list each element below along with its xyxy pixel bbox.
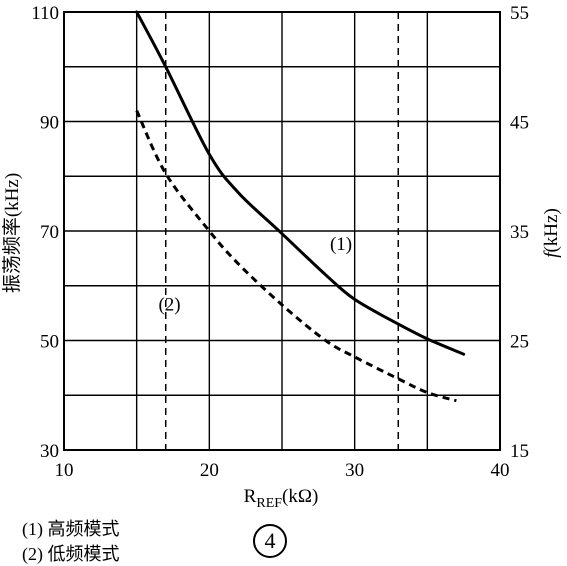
grid-lines xyxy=(63,11,501,451)
y-right-tick-label: 45 xyxy=(510,113,529,134)
right-axis-label-var: f xyxy=(541,250,562,258)
right-axis-label-unit: (kHz) xyxy=(541,208,562,252)
tick-labels: 10 20 30 40 30 50 70 90 110 15 25 35 45 55 xyxy=(31,3,529,481)
x-axis-label-main: R xyxy=(244,486,257,507)
series-curves: (1) (2) xyxy=(135,10,466,403)
x-tick-label: 10 xyxy=(55,460,74,481)
series-line-2 xyxy=(135,109,457,403)
x-tick-label: 30 xyxy=(345,460,364,481)
figure-number-badge: 4 xyxy=(253,524,287,558)
y-left-tick-label: 30 xyxy=(40,441,59,462)
x-axis-label-unit: (kΩ) xyxy=(282,486,318,507)
y-right-tick-label: 25 xyxy=(510,332,529,353)
y-left-tick-label: 70 xyxy=(40,222,59,243)
x-tick-label: 40 xyxy=(491,460,510,481)
y-right-tick-label: 35 xyxy=(510,222,529,243)
series-line-1 xyxy=(135,10,466,356)
left-axis-label: 振荡频率(kHz) xyxy=(1,173,23,293)
y-left-tick-label: 90 xyxy=(40,113,59,134)
x-axis-label-sub: REF xyxy=(256,496,282,511)
left-axis-title: 振荡频率(kHz) xyxy=(1,173,23,293)
reference-lines xyxy=(164,12,400,450)
y-right-tick-label: 55 xyxy=(510,3,529,24)
y-left-tick-label: 50 xyxy=(40,332,59,353)
right-axis-title: f(kHz) xyxy=(541,208,562,258)
y-left-tick-label: 110 xyxy=(31,3,59,24)
series-label-1: (1) xyxy=(330,234,352,255)
x-tick-label: 20 xyxy=(200,460,219,481)
y-right-tick-label: 15 xyxy=(510,441,529,462)
series-label-2: (2) xyxy=(158,294,180,315)
legend-item-2: (2) 低频模式 xyxy=(22,544,120,564)
svg-text:f(kHz): f(kHz) xyxy=(541,208,562,258)
x-axis-label: RREF(kΩ) xyxy=(244,486,319,511)
legend-item-1: (1) 高频模式 xyxy=(22,519,120,539)
plot-frame xyxy=(63,11,501,451)
